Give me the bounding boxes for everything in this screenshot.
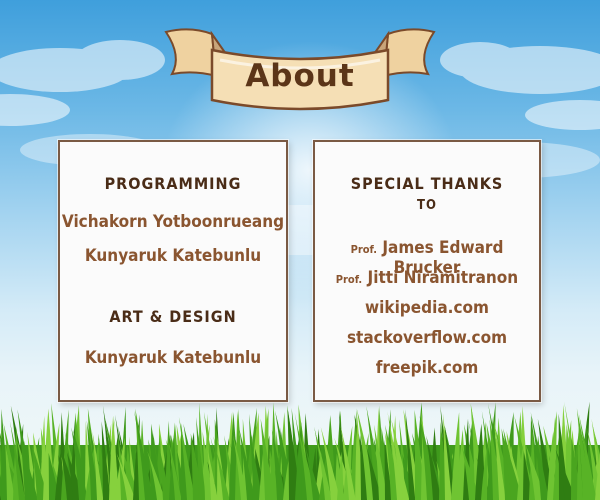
grass-blade: [207, 450, 218, 500]
grass-blade: [196, 416, 206, 500]
grass-foreground: [0, 401, 600, 500]
person-name: James Edward Brucker: [382, 238, 504, 278]
grass-blade: [109, 415, 119, 500]
grass-blade: [314, 429, 332, 500]
grass-blade: [101, 421, 111, 500]
grass-blade: [215, 447, 230, 500]
grass-blade: [0, 495, 2, 500]
grass-blade: [374, 424, 388, 500]
grass-blade: [232, 434, 249, 500]
credits-panel-right: SPECIAL THANKS TO Prof. James Edward Bru…: [313, 140, 541, 402]
grass-blade: [151, 423, 163, 500]
grass-blade: [24, 451, 38, 500]
grass-blade: [501, 431, 523, 500]
grass-blade: [116, 453, 136, 500]
art-design-heading: ART & DESIGN: [109, 307, 237, 326]
title-prefix: Prof.: [350, 243, 377, 256]
credits-panel-left: PROGRAMMING Vichakorn Yotboonrueang Kuny…: [58, 140, 288, 402]
grass-blade: [595, 453, 600, 500]
grass-blade: [555, 449, 577, 500]
grass-blade: [147, 450, 166, 500]
grass-blade: [337, 451, 344, 500]
grass-blade: [394, 442, 410, 500]
grass-blade: [443, 413, 452, 500]
thanks-site: freepik.com: [375, 358, 479, 378]
special-thanks-subheading: TO: [417, 198, 437, 213]
grass-blade: [165, 420, 172, 500]
grass-blade: [5, 442, 15, 500]
grass-blade: [178, 416, 196, 500]
thanks-person: Prof. James Edward Brucker: [315, 238, 539, 278]
grass-blade: [271, 429, 286, 500]
grass-blade: [305, 446, 321, 500]
title-banner: [164, 28, 436, 111]
grass-blade: [134, 411, 154, 500]
title-prefix: Prof.: [335, 273, 363, 286]
person-name: Jitti Niramitranon: [367, 268, 519, 288]
grass-blade: [366, 447, 382, 500]
grass-blade: [9, 421, 26, 500]
programming-credit: Kunyaruk Katebunlu: [84, 246, 262, 266]
special-thanks-heading: SPECIAL THANKS: [350, 174, 504, 193]
grass-blade: [405, 409, 416, 500]
grass-blade: [578, 413, 597, 500]
grass-blade: [461, 446, 481, 500]
grass-blade: [577, 427, 584, 500]
grass-blade: [481, 445, 488, 500]
grass-blade: [168, 438, 182, 500]
grass-blade: [517, 443, 524, 500]
thanks-site: wikipedia.com: [365, 298, 489, 318]
programming-credit: Vichakorn Yotboonrueang: [61, 212, 285, 232]
grass-blade: [426, 435, 442, 500]
grass-blade: [451, 412, 461, 500]
thanks-person: Prof. Jitti Niramitranon: [315, 268, 539, 288]
grass-blade: [86, 420, 100, 500]
grass-blade: [157, 441, 171, 500]
grass-blade: [493, 417, 506, 500]
grass-blade: [350, 409, 357, 500]
grass-blade: [320, 427, 341, 500]
grass-blade: [238, 427, 256, 500]
programming-heading: PROGRAMMING: [104, 174, 242, 193]
grass-blade: [547, 431, 556, 500]
grass-blade: [250, 438, 263, 500]
about-title: About: [245, 58, 355, 94]
grass-blade: [530, 411, 550, 500]
grass-blade: [71, 427, 88, 500]
grass-blade: [340, 424, 356, 500]
grass-blade: [92, 431, 104, 500]
art-design-credit: Kunyaruk Katebunlu: [84, 348, 262, 368]
grass-blade: [387, 411, 404, 500]
thanks-site: stackoverflow.com: [346, 328, 508, 348]
